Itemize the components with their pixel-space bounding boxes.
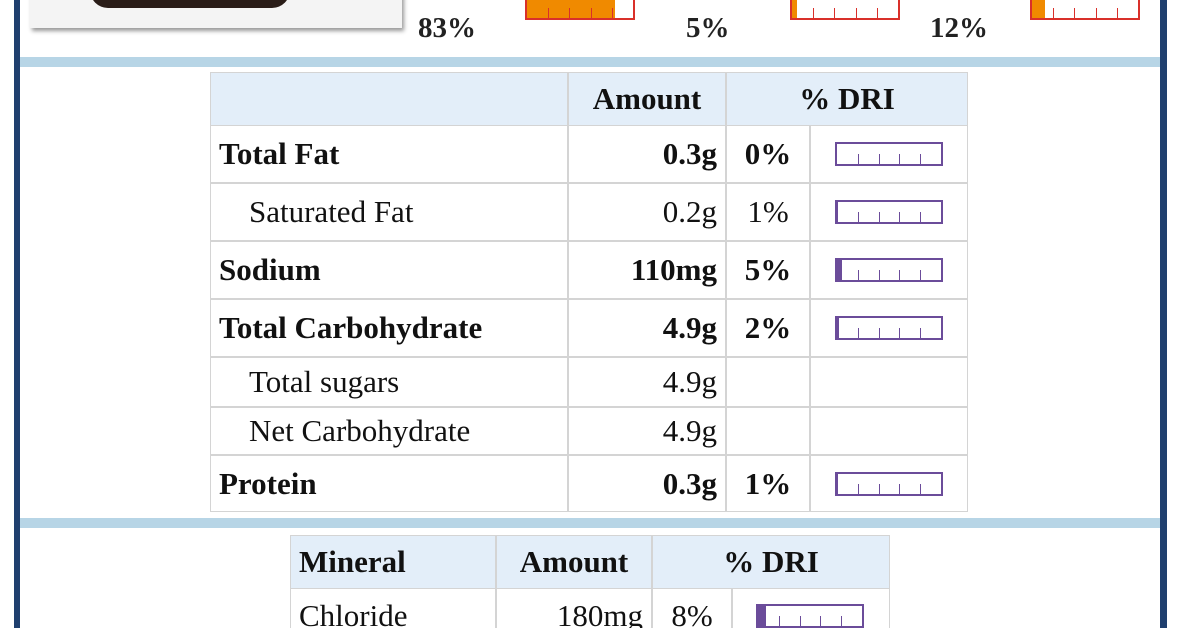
bar-tick [876,8,878,18]
dri-bar [835,258,943,282]
mineral-amount: 180mg [496,588,652,628]
nutrient-name: Saturated Fat [210,183,568,241]
bar-tick [920,483,922,494]
nutrient-dri: 5% [726,241,810,299]
bar-tick [899,212,901,222]
nutrient-dri: 2% [726,299,810,357]
dri-bar [790,0,900,20]
nutrient-name: Total Carbohydrate [210,299,568,357]
bar-tick [834,8,836,18]
divider [20,518,1160,528]
header-cell: Amount [568,72,726,126]
bar-tick [920,154,922,164]
nutrient-amount: 110mg [568,241,726,299]
bar-fill [758,606,767,626]
nutrient-amount: 4.9g [568,407,726,455]
summary-percent: 83% [418,12,476,44]
bar-fill [837,260,843,280]
bar-tick [920,212,922,222]
bar-tick [820,616,822,626]
bar-tick [799,616,801,626]
bar-tick [878,154,880,164]
divider [20,57,1160,67]
mineral-dri: 8% [652,588,732,628]
dri-bar [835,142,943,166]
bar-tick [841,616,843,626]
nutrient-dri [726,357,810,407]
bar-tick [1074,8,1076,18]
nutrient-name: Net Carbohydrate [210,407,568,455]
food-image [30,0,402,28]
bar-tick [813,8,815,18]
bar-tick [1116,8,1118,18]
nutrient-name: Total sugars [210,357,568,407]
bar-tick [857,270,859,280]
nutrient-amount: 4.9g [568,299,726,357]
summary-percent: 5% [686,12,730,44]
bar-tick [611,8,613,18]
nutrient-amount: 4.9g [568,357,726,407]
dri-bar [835,471,943,496]
nutrient-amount: 0.3g [568,125,726,183]
bar-tick [778,616,780,626]
header-cell: Amount [496,535,652,589]
nutrient-amount: 0.3g [568,455,726,512]
bar-tick [920,328,922,338]
nutrient-name: Sodium [210,241,568,299]
bar-tick [855,8,857,18]
bar-tick [878,212,880,222]
bar-tick [569,8,571,18]
bar-tick [878,270,880,280]
frame-right [1160,0,1167,628]
bar-tick [920,270,922,280]
bar-tick [878,483,880,494]
nutrient-name: Total Fat [210,125,568,183]
bar-tick [590,8,592,18]
bar-tick [857,483,859,494]
dri-bar [756,604,864,628]
bar-tick [899,328,901,338]
bar-tick [857,212,859,222]
nutrient-dri [726,407,810,455]
mineral-name: Chloride [290,588,496,628]
nutrient-dri: 1% [726,183,810,241]
bar-fill [527,0,615,18]
bar-tick [857,154,859,164]
bar-fill [837,473,839,494]
nutrient-dri: 1% [726,455,810,512]
bar-tick [878,328,880,338]
header-cell: % DRI [726,72,968,126]
dri-bar [835,316,943,340]
dri-bar [1030,0,1140,20]
header-cell: % DRI [652,535,890,589]
bar-cell [810,357,968,407]
dri-bar [525,0,635,20]
bar-tick [1095,8,1097,18]
bar-fill [837,202,839,222]
bar-tick [899,270,901,280]
bar-tick [548,8,550,18]
nutrient-name: Protein [210,455,568,512]
summary-percent: 12% [930,12,988,44]
nutrient-amount: 0.2g [568,183,726,241]
dri-bar [835,200,943,224]
bar-tick [1053,8,1055,18]
bar-tick [899,483,901,494]
header-cell: Mineral [290,535,496,589]
bar-fill [792,0,798,18]
frame-left [14,0,20,628]
bar-tick [899,154,901,164]
nutrient-dri: 0% [726,125,810,183]
bar-tick [857,328,859,338]
bar-fill [1032,0,1045,18]
bar-fill [837,318,840,338]
header-cell [210,72,568,126]
bar-cell [810,407,968,455]
